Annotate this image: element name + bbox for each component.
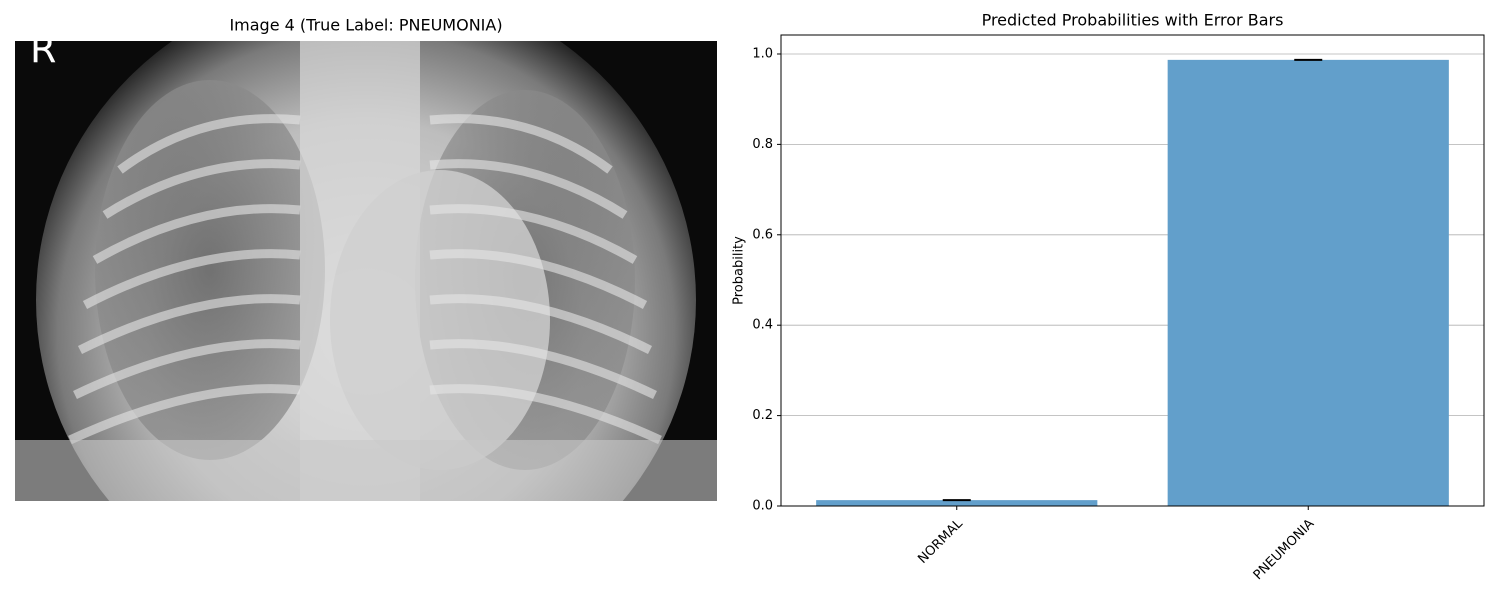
axes-frame — [780, 34, 1485, 507]
y-tick-label: 0.4 — [752, 318, 773, 333]
y-tick-label: 0.6 — [752, 227, 773, 242]
xray-image: R — [15, 28, 717, 501]
y-axis-label: Probability — [732, 236, 747, 305]
bar — [816, 500, 1098, 506]
y-tick-label: 0.2 — [752, 408, 773, 423]
y-tick-label: 0.8 — [752, 137, 773, 152]
image-title: Image 4 (True Label: PNEUMONIA) — [229, 16, 502, 35]
bar — [1167, 59, 1449, 507]
error-bar — [942, 499, 971, 502]
x-tick-label: PNEUMONIA — [1251, 516, 1318, 583]
image-marker: R — [30, 28, 56, 72]
y-tick-label: 0.0 — [752, 499, 773, 514]
error-bar — [1294, 58, 1323, 61]
bar-chart: 0.0 0.2 0.4 0.6 0.8 1.0 NORMAL PNEUMONIA Predict… — [732, 11, 1485, 583]
x-tick-label: NORMAL — [915, 516, 966, 567]
y-tick-label: 1.0 — [752, 46, 773, 61]
chart-title: Predicted Probabilities with Error Bars — [982, 11, 1284, 30]
